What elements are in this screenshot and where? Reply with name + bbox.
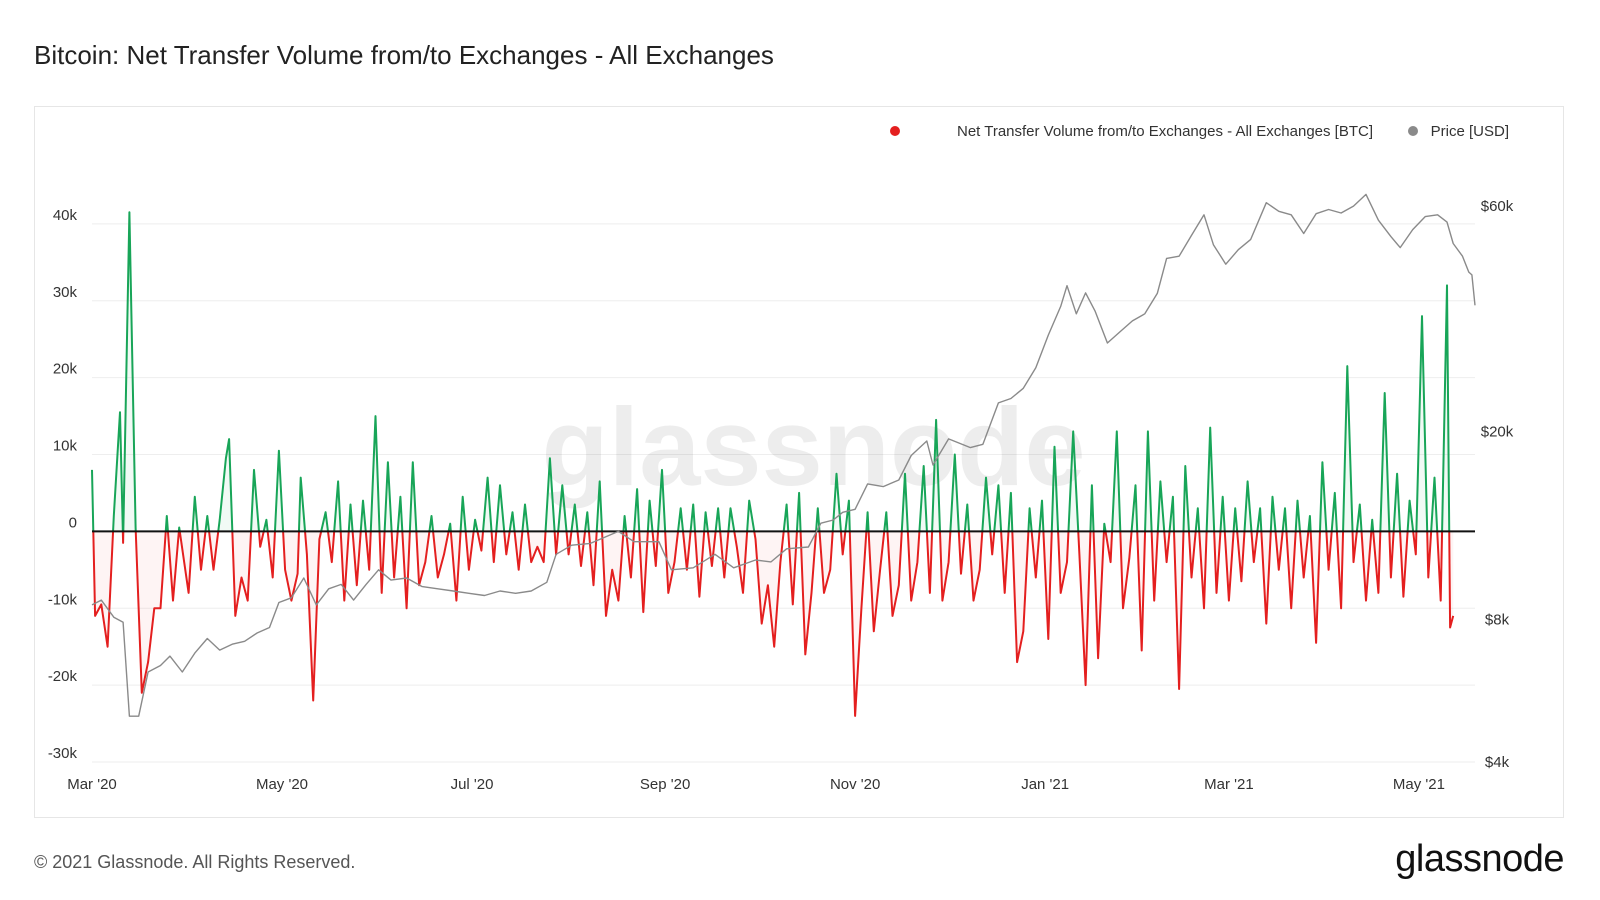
y-left-tick-label: 20k xyxy=(53,361,78,378)
y-left-tick-label: 0 xyxy=(69,514,77,531)
y-left-tick-label: 40k xyxy=(53,207,78,224)
y-right-tick-label: $60k xyxy=(1481,198,1514,215)
page-title: Bitcoin: Net Transfer Volume from/to Exc… xyxy=(34,40,774,70)
x-tick-label: Jul '20 xyxy=(451,776,494,793)
y-right-tick-label: $4k xyxy=(1485,754,1510,771)
volume-line-negative xyxy=(92,531,1455,717)
y-right-tick-label: $20k xyxy=(1481,424,1514,441)
x-tick-label: Nov '20 xyxy=(830,776,880,793)
copyright-text: © 2021 Glassnode. All Rights Reserved. xyxy=(34,852,356,872)
x-tick-label: Sep '20 xyxy=(640,776,690,793)
chart-frame: 40k 30k 20k 10k 0 -10k -20k -30k $60k $20k $8k $4k M… xyxy=(34,106,1564,818)
x-tick-label: Mar '21 xyxy=(1204,776,1254,793)
x-tick-label: May '21 xyxy=(1393,776,1445,793)
legend-label-volume: Net Transfer Volume from/to Exchanges - … xyxy=(957,123,1373,140)
y-left-tick-label: -30k xyxy=(48,745,78,762)
legend-dot-price xyxy=(1408,126,1418,136)
y-left-tick-label: 10k xyxy=(53,438,78,455)
y-right-tick-label: $8k xyxy=(1485,612,1510,629)
legend-dot-volume xyxy=(890,126,900,136)
volume-area-positive xyxy=(92,212,1454,532)
glassnode-logo: glassnode xyxy=(1395,838,1564,880)
x-tick-label: May '20 xyxy=(256,776,308,793)
y-left-tick-label: 30k xyxy=(53,284,78,301)
legend-label-price: Price [USD] xyxy=(1431,123,1509,140)
x-tick-label: Jan '21 xyxy=(1021,776,1069,793)
price-line xyxy=(91,193,1476,717)
x-tick-label: Mar '20 xyxy=(67,776,117,793)
chart: 40k 30k 20k 10k 0 -10k -20k -30k $60k $20k $8k $4k M… xyxy=(48,123,1514,793)
y-left-tick-label: -20k xyxy=(48,668,78,685)
watermark-text: glassnode xyxy=(541,386,1085,509)
y-left-tick-label: -10k xyxy=(48,591,78,608)
